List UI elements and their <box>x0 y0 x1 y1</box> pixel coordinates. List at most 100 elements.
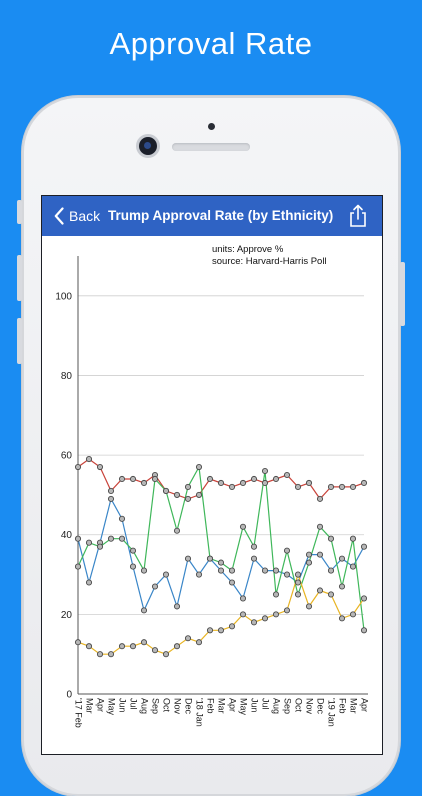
volume-up-button <box>17 255 22 301</box>
series-3-point <box>206 555 214 562</box>
series-3-point <box>162 487 170 494</box>
x-tick-label: Aug <box>140 698 150 714</box>
series-3-point <box>217 559 225 566</box>
series-1-point <box>195 491 203 498</box>
y-tick-label: 40 <box>61 530 73 541</box>
series-2-point <box>74 535 82 542</box>
series-4-point <box>118 643 126 650</box>
x-tick-label: Dec <box>316 698 326 715</box>
x-tick-label: May <box>239 698 249 716</box>
series-1-point <box>118 475 126 483</box>
series-2-point <box>118 515 126 522</box>
chevron-left-icon <box>54 207 64 225</box>
series-3-point <box>151 475 159 483</box>
series-3-point <box>96 543 104 550</box>
chart-notes: units: Approve %source: Harvard-Harris P… <box>212 244 327 267</box>
series-3-point <box>107 535 115 542</box>
series-3-point <box>316 523 324 530</box>
series-3-point <box>250 543 258 550</box>
series-1-point <box>74 463 82 471</box>
y-tick-label: 0 <box>66 690 72 701</box>
x-tick-label: Nov <box>305 698 315 715</box>
app-screen: Back Trump Approval Rate (by Ethnicity) … <box>41 195 383 755</box>
series-4-point <box>140 639 148 646</box>
series-2-point <box>294 579 302 586</box>
series-3-point <box>261 467 269 475</box>
series-1-point <box>305 479 313 487</box>
x-tick-label: Mar <box>349 698 359 714</box>
series-4-point <box>107 651 115 658</box>
volume-down-button <box>17 318 22 364</box>
series-1-point <box>250 475 258 483</box>
chart-note: source: Harvard-Harris Poll <box>212 256 327 267</box>
x-tick-label: Oct <box>162 698 172 713</box>
x-tick-label: Nov <box>173 698 183 715</box>
series-4-point <box>151 647 159 654</box>
x-tick-label: Oct <box>294 698 304 713</box>
y-tick-label: 60 <box>61 451 73 462</box>
x-tick-label: Jun <box>118 698 128 713</box>
series-3-point <box>228 567 236 574</box>
series-3-point <box>305 559 313 566</box>
series-4-point <box>283 607 291 614</box>
series-2-point <box>140 607 148 614</box>
series-1-point <box>129 475 137 483</box>
series-2-point <box>151 583 159 590</box>
series-3-point <box>74 563 82 570</box>
series-2-point <box>316 551 324 558</box>
series-3-point <box>272 591 280 598</box>
series-1-point <box>338 483 346 490</box>
x-tick-label: Mar <box>85 698 95 714</box>
y-tick-label: 20 <box>61 610 73 621</box>
x-tick-label: '17 Feb <box>74 698 84 728</box>
series-layer <box>74 456 368 658</box>
series-3-point <box>349 535 357 542</box>
share-icon[interactable] <box>348 204 368 228</box>
series-4-point <box>74 639 82 646</box>
series-2-point <box>305 551 313 558</box>
x-tick-label: Jul <box>129 698 139 710</box>
label-layer: '17 Feb Mar Apr May Jun Jul Aug Sep Oct Nov Dec '18… <box>74 698 370 728</box>
x-tick-label: Apr <box>228 698 238 712</box>
series-3-point <box>173 527 181 534</box>
series-4-point <box>184 635 192 642</box>
series-1-point <box>140 479 148 487</box>
series-1-point <box>316 495 324 502</box>
series-1-point <box>360 479 368 487</box>
series-2-point <box>195 571 203 578</box>
series-line-3 <box>77 465 365 631</box>
series-1-point <box>261 479 269 487</box>
series-3-point <box>327 535 335 542</box>
nav-bar: Back Trump Approval Rate (by Ethnicity) <box>42 196 382 236</box>
series-4-point <box>261 615 269 622</box>
x-tick-label: Feb <box>338 698 348 714</box>
series-1-point <box>96 463 104 471</box>
headline: Approval Rate <box>109 26 313 61</box>
y-tick-label: 80 <box>61 371 73 382</box>
series-4-point <box>316 587 324 594</box>
x-tick-label: Apr <box>96 698 106 712</box>
back-label: Back <box>69 208 101 224</box>
x-tick-label: Sep <box>283 698 293 714</box>
series-1-point <box>107 487 115 494</box>
x-tick-label: Mar <box>217 698 227 714</box>
series-3-point <box>118 535 126 542</box>
series-1-point <box>294 483 302 490</box>
x-tick-label: '19 Jan <box>327 698 337 727</box>
series-3-point <box>85 539 93 546</box>
series-2-point <box>360 543 368 550</box>
series-1-point <box>206 475 214 483</box>
series-2-point <box>184 555 192 562</box>
series-4-point <box>173 643 181 650</box>
series-1-point <box>173 491 181 498</box>
proximity-sensor <box>208 123 215 130</box>
axis-layer: 0 20 40 60 80 100 <box>55 256 368 701</box>
series-4-point <box>162 651 170 658</box>
series-1-point <box>85 456 93 463</box>
series-2-point <box>349 563 357 570</box>
back-button[interactable]: Back <box>54 206 100 226</box>
series-2-point <box>162 571 170 578</box>
series-4-point <box>294 571 302 578</box>
series-2-point <box>250 555 258 562</box>
